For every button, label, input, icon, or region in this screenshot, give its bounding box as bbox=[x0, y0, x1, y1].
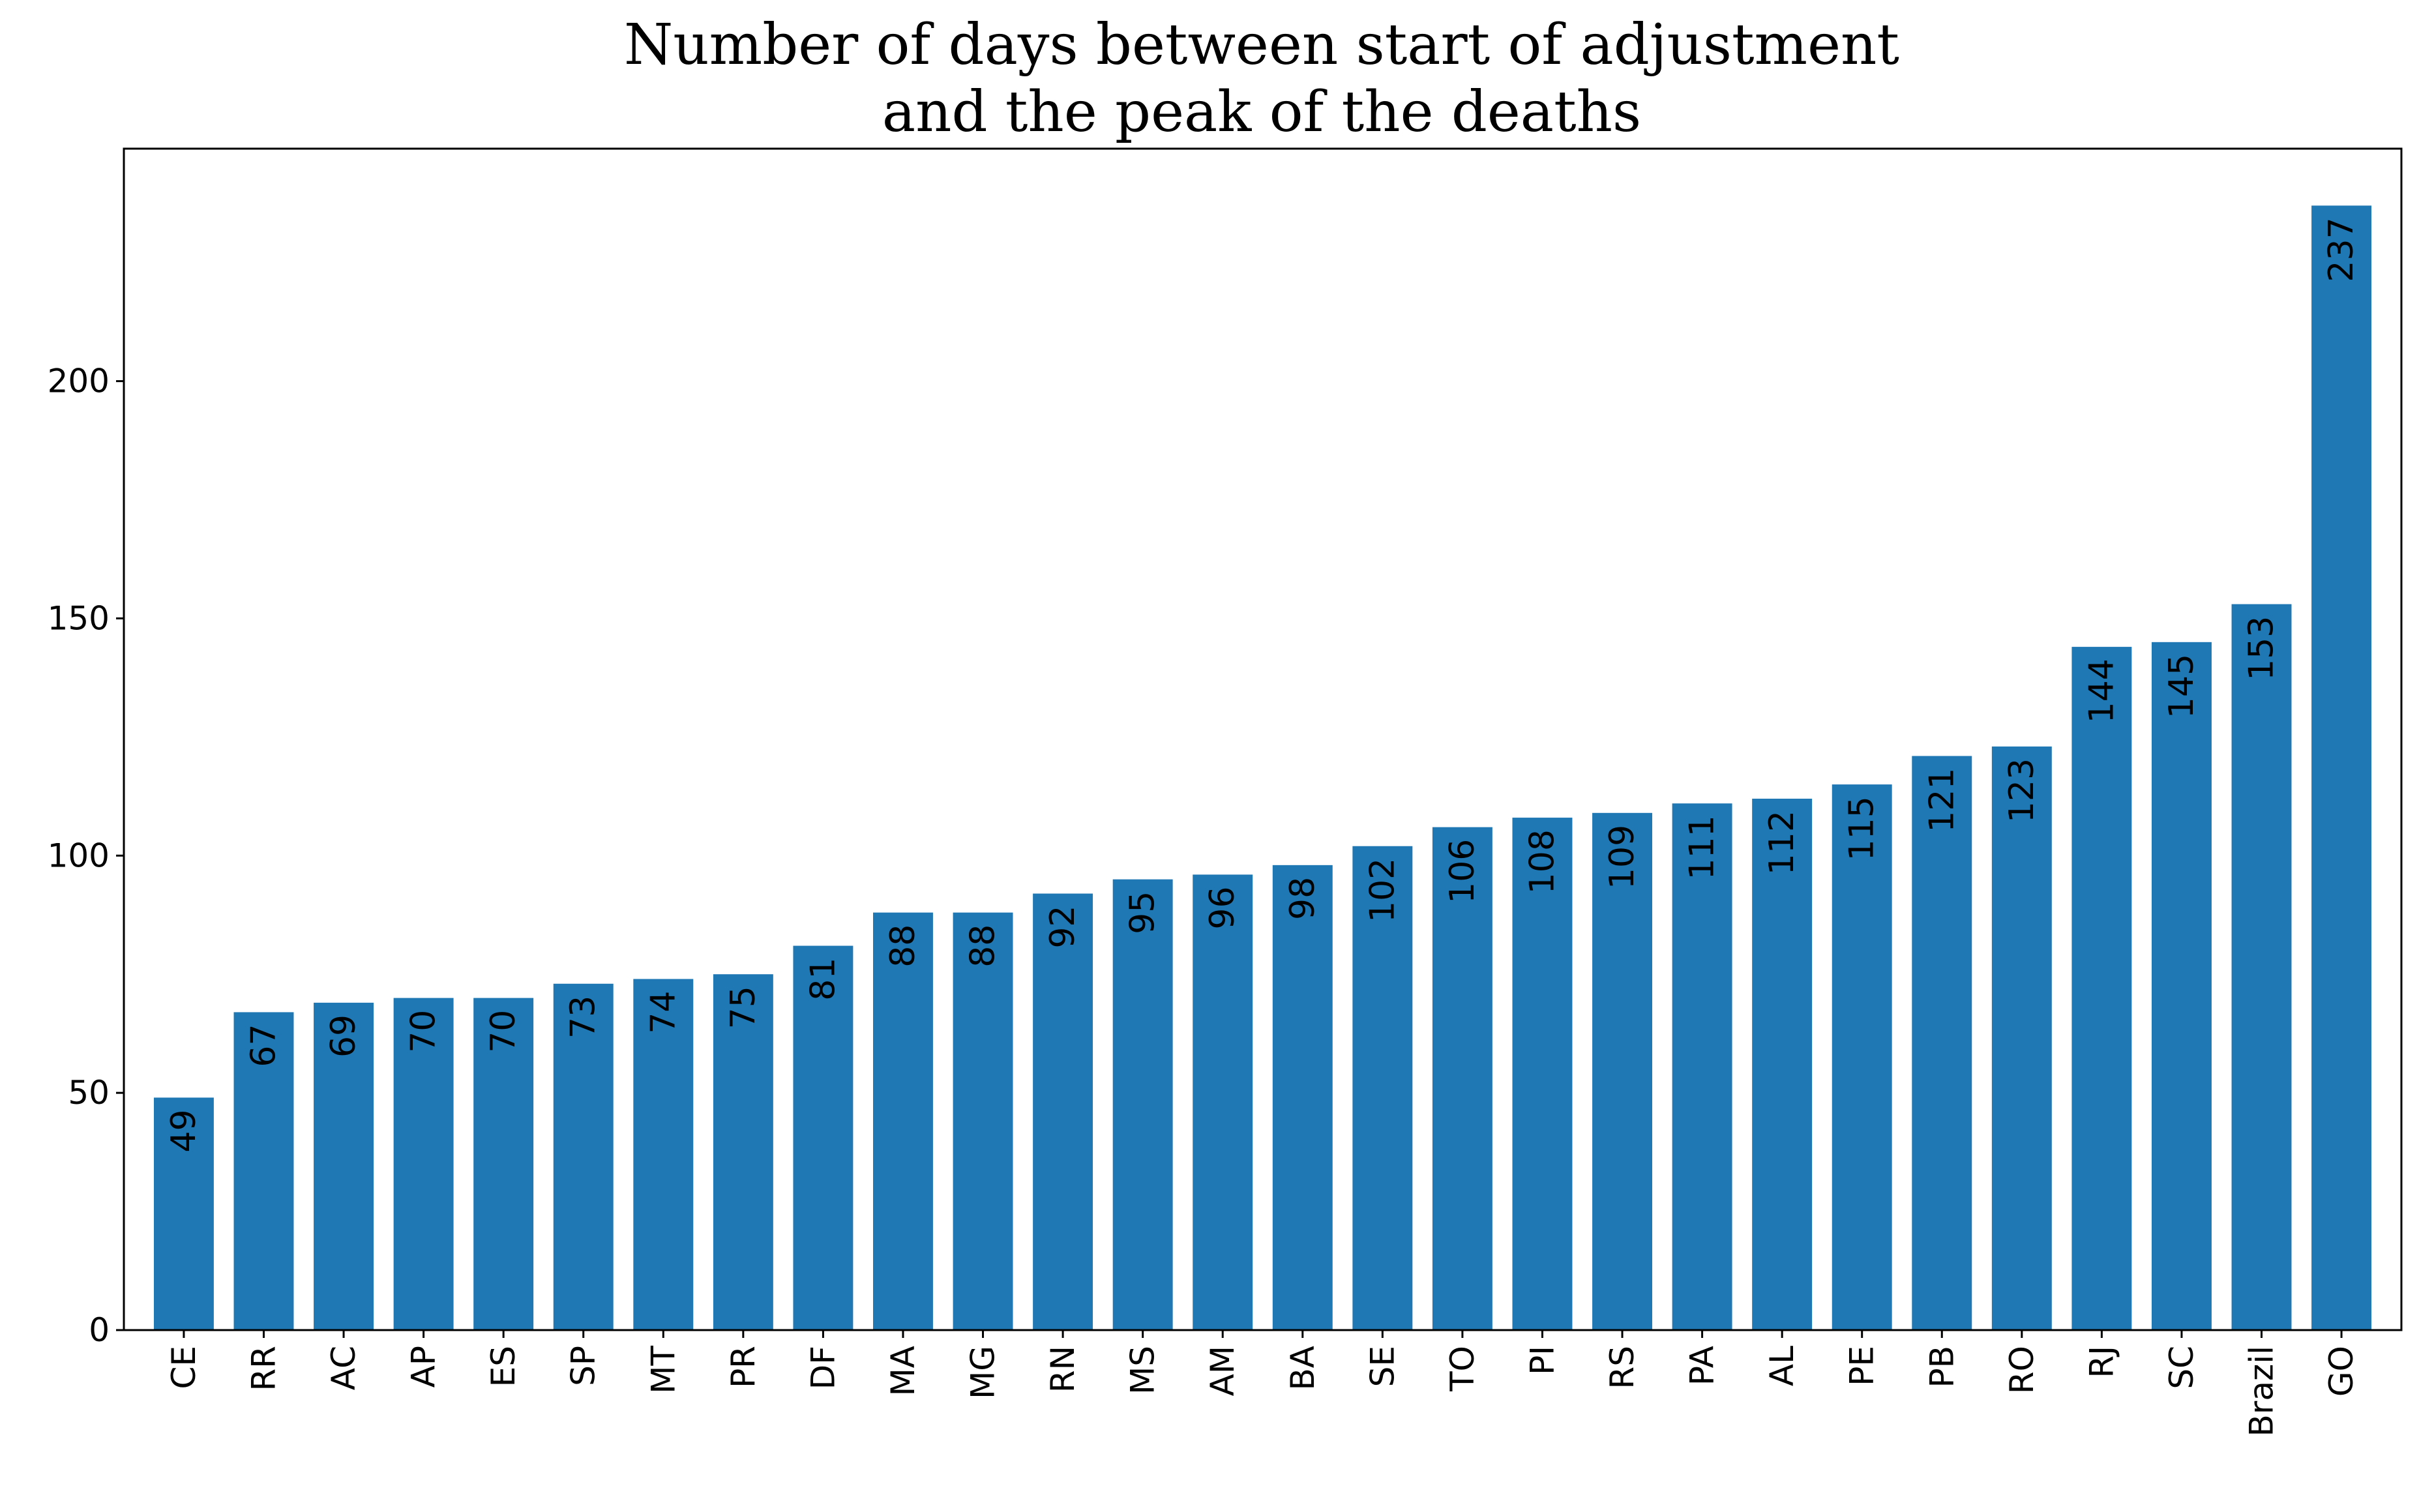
x-tick-label: MS bbox=[1124, 1346, 1162, 1395]
bar-value-label: 112 bbox=[1762, 810, 1802, 875]
x-tick-label: AP bbox=[405, 1346, 443, 1387]
chart-title-line-1: Number of days between start of adjustme… bbox=[624, 12, 1899, 78]
bar-value-label: 88 bbox=[883, 925, 923, 968]
x-tick-label: MA bbox=[884, 1346, 922, 1396]
bar-value-label: 81 bbox=[803, 958, 842, 1001]
x-tick-label: RS bbox=[1603, 1346, 1641, 1389]
bar-value-label: 67 bbox=[244, 1024, 283, 1067]
x-tick-label: PB bbox=[1923, 1346, 1961, 1387]
bar-value-label: 96 bbox=[1203, 886, 1242, 929]
bar-ba bbox=[1272, 865, 1333, 1330]
x-tick-label: RN bbox=[1044, 1346, 1082, 1393]
bar-value-label: 109 bbox=[1603, 825, 1642, 889]
bar-pa bbox=[1672, 803, 1732, 1330]
bar-value-label: 123 bbox=[2002, 758, 2041, 823]
bar-ro bbox=[1991, 746, 2052, 1330]
y-tick-label: 150 bbox=[48, 599, 110, 637]
x-tick-label: SP bbox=[565, 1346, 602, 1386]
plot-frame bbox=[123, 147, 2403, 1331]
bar-mt bbox=[633, 979, 694, 1330]
bar-value-label: 95 bbox=[1123, 891, 1163, 934]
x-tick-label: ES bbox=[484, 1346, 522, 1387]
x-tick-label: PA bbox=[1684, 1346, 1721, 1386]
bar-value-label: 121 bbox=[1922, 767, 1961, 832]
bar-rr bbox=[233, 1012, 294, 1330]
bar-pr bbox=[713, 974, 773, 1330]
bar-go bbox=[2311, 205, 2372, 1330]
bar-value-label: 145 bbox=[2162, 654, 2201, 719]
bar-sc bbox=[2151, 642, 2212, 1330]
bar-ac bbox=[314, 1002, 374, 1330]
y-tick-label: 50 bbox=[68, 1074, 110, 1112]
bar-ms bbox=[1112, 879, 1173, 1330]
bar-value-label: 70 bbox=[484, 1010, 523, 1053]
bar-pi bbox=[1512, 818, 1573, 1330]
bar-value-label: 92 bbox=[1043, 906, 1082, 949]
y-tick-label: 100 bbox=[48, 837, 110, 874]
bar-es bbox=[473, 998, 534, 1330]
bar-pe bbox=[1832, 784, 1892, 1330]
x-tick-label: PE bbox=[1843, 1346, 1881, 1386]
bar-am bbox=[1193, 874, 1253, 1330]
x-tick-label: Brazil bbox=[2243, 1346, 2281, 1437]
bar-value-label: 88 bbox=[964, 925, 1003, 968]
x-tick-label: MT bbox=[644, 1346, 682, 1394]
bar-ap bbox=[393, 998, 454, 1330]
x-tick-label: PR bbox=[724, 1346, 762, 1388]
bar-labels-group: 49 67 69 70 70 73 74 75 81 88 88 92 95 96 98 102 106 108 1… bbox=[164, 217, 2361, 1152]
x-tick-label: AC bbox=[325, 1346, 363, 1390]
bar-brazil bbox=[2231, 604, 2292, 1330]
chart-title-line-2: and the peak of the deaths bbox=[882, 80, 1641, 145]
bar-value-label: 237 bbox=[2322, 217, 2361, 282]
bar-value-label: 74 bbox=[644, 990, 683, 1033]
y-tick-label: 0 bbox=[89, 1311, 110, 1349]
bar-ce bbox=[153, 1097, 214, 1330]
bar-rj bbox=[2071, 647, 2132, 1330]
bar-se bbox=[1352, 846, 1413, 1330]
bar-value-label: 108 bbox=[1522, 829, 1562, 894]
bar-value-label: 106 bbox=[1443, 839, 1482, 904]
x-tick-label: GO bbox=[2323, 1346, 2360, 1397]
bar-value-label: 69 bbox=[324, 1015, 363, 1058]
x-tick-label: RR bbox=[245, 1346, 282, 1391]
bar-value-label: 73 bbox=[564, 996, 603, 1039]
bar-ma bbox=[873, 912, 933, 1330]
bar-df bbox=[793, 945, 853, 1330]
x-tick-label: AL bbox=[1763, 1346, 1801, 1386]
bar-value-label: 75 bbox=[724, 986, 763, 1029]
bar-sp bbox=[553, 983, 614, 1330]
x-tick-label: AM bbox=[1204, 1346, 1241, 1396]
bar-rn bbox=[1033, 893, 1093, 1330]
x-tick-label: TO bbox=[1444, 1346, 1481, 1392]
x-tick-label: MG bbox=[964, 1346, 1002, 1399]
x-tick-label: RJ bbox=[2083, 1346, 2120, 1378]
bar-al bbox=[1752, 798, 1813, 1330]
bar-to bbox=[1432, 827, 1492, 1330]
x-tick-label: PI bbox=[1523, 1346, 1561, 1375]
bar-value-label: 115 bbox=[1843, 796, 1882, 861]
bar-value-label: 49 bbox=[164, 1109, 203, 1152]
bar-value-label: 111 bbox=[1683, 815, 1722, 880]
bar-rs bbox=[1592, 812, 1652, 1330]
bar-value-label: 98 bbox=[1283, 877, 1322, 920]
bar-value-label: 102 bbox=[1363, 858, 1402, 923]
bar-mg bbox=[953, 912, 1013, 1330]
x-tick-label: SC bbox=[2163, 1346, 2201, 1389]
bars-group bbox=[153, 205, 2372, 1330]
x-tick-label: RO bbox=[2003, 1346, 2041, 1394]
x-axis: CE RR AC AP ES SP MT PR DF MA MG RN MS AM BA SE TO PI RS PA… bbox=[165, 1330, 2360, 1437]
bar-value-label: 144 bbox=[2082, 659, 2121, 723]
bar-value-label: 70 bbox=[404, 1010, 443, 1053]
x-tick-label: CE bbox=[165, 1346, 203, 1389]
bar-value-label: 153 bbox=[2242, 616, 2281, 681]
x-tick-label: DF bbox=[804, 1346, 842, 1389]
y-axis: 0 50 100 150 200 bbox=[48, 363, 124, 1349]
x-tick-label: SE bbox=[1363, 1346, 1401, 1387]
y-tick-label: 200 bbox=[48, 363, 110, 400]
x-tick-label: BA bbox=[1284, 1346, 1322, 1391]
bar-pb bbox=[1912, 756, 1972, 1330]
